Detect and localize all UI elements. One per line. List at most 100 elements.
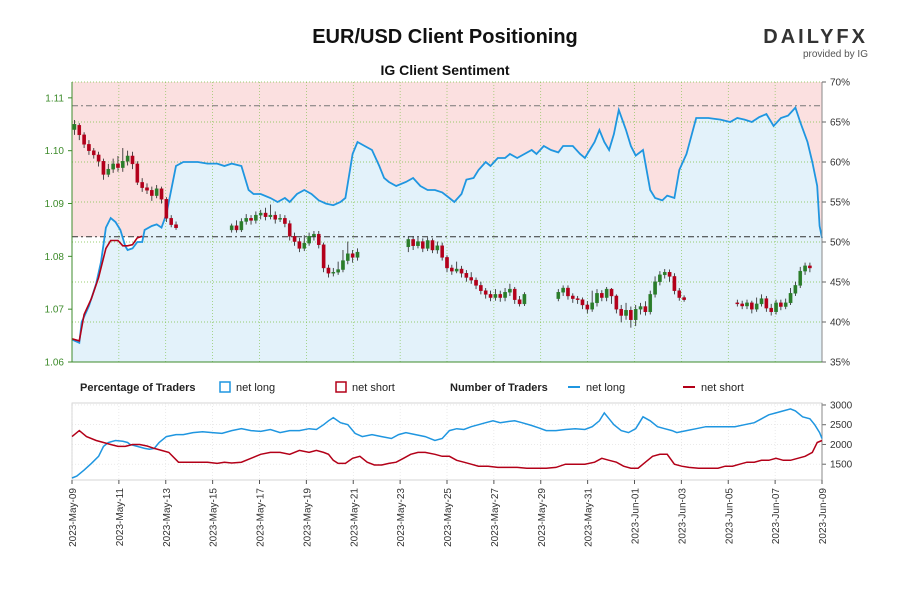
candle-body bbox=[595, 293, 599, 304]
candle-body bbox=[503, 292, 507, 298]
candle-body bbox=[750, 302, 754, 310]
candle-body bbox=[416, 241, 420, 246]
legend-pct-short-swatch bbox=[335, 381, 347, 393]
candle-body bbox=[292, 236, 297, 242]
x-tick-label: 2023-May-17 bbox=[256, 488, 267, 547]
x-tick-label: 2023-May-21 bbox=[349, 488, 360, 547]
candle-body bbox=[440, 245, 444, 258]
lower-right-tick-label: 1500 bbox=[830, 460, 853, 471]
candle-body bbox=[774, 302, 778, 313]
x-tick-label: 2023-May-31 bbox=[584, 488, 595, 547]
candle-body bbox=[479, 285, 483, 291]
candle-body bbox=[759, 298, 764, 305]
candle-body bbox=[522, 294, 527, 305]
right-tick-label: 70% bbox=[830, 78, 850, 89]
lower-panel: 2023-May-09 2023-May-11 2023-May-13 2023-Ma… bbox=[68, 400, 853, 546]
candle-body bbox=[633, 308, 638, 320]
left-tick-label: 1.11 bbox=[45, 93, 64, 104]
candle-body bbox=[459, 268, 464, 274]
candle-body bbox=[244, 218, 248, 222]
chart-title: EUR/USD Client Positioning bbox=[312, 26, 578, 48]
candle-body bbox=[350, 253, 355, 258]
candle-body bbox=[793, 285, 798, 294]
candle-body bbox=[421, 241, 425, 249]
candle-body bbox=[803, 265, 807, 272]
legend-num-long: net long bbox=[586, 382, 625, 394]
candle-body bbox=[87, 144, 91, 151]
x-tick-label: 2023-May-09 bbox=[68, 488, 79, 547]
candle-body bbox=[648, 294, 653, 313]
candle-body bbox=[111, 163, 115, 170]
x-tick-label: 2023-May-23 bbox=[396, 488, 407, 547]
candle-body bbox=[488, 294, 493, 298]
candle-body bbox=[336, 269, 340, 273]
candle-body bbox=[609, 288, 614, 297]
left-tick-label: 1.10 bbox=[45, 146, 65, 157]
candle-body bbox=[512, 288, 517, 300]
candle-body bbox=[130, 155, 135, 165]
x-tick-label: 2023-May-29 bbox=[537, 488, 548, 547]
left-tick-label: 1.09 bbox=[45, 199, 65, 210]
candle-body bbox=[604, 288, 609, 298]
candle-body bbox=[745, 302, 749, 307]
candle-body bbox=[619, 308, 623, 316]
candle-body bbox=[677, 290, 682, 298]
candle-body bbox=[643, 306, 648, 313]
candle-body bbox=[672, 276, 677, 291]
candle-body bbox=[135, 163, 140, 183]
x-tick-label: 2023-Jun-07 bbox=[771, 488, 782, 545]
candle-body bbox=[425, 240, 430, 249]
candle-body bbox=[283, 218, 287, 224]
candle-body bbox=[234, 225, 239, 231]
candle-body bbox=[629, 310, 633, 320]
left-tick-label: 1.08 bbox=[45, 252, 65, 263]
candle-body bbox=[508, 288, 512, 293]
candle-body bbox=[346, 253, 350, 261]
candle-body bbox=[658, 274, 662, 282]
candle-body bbox=[145, 187, 149, 191]
candle-body bbox=[312, 233, 316, 237]
x-tick-label: 2023-Jun-09 bbox=[818, 488, 829, 545]
candle-body bbox=[483, 290, 488, 295]
candle-body bbox=[764, 298, 769, 309]
candle-body bbox=[229, 225, 234, 231]
candle-body bbox=[450, 267, 454, 272]
candle-body bbox=[150, 190, 154, 196]
candle-body bbox=[469, 277, 473, 281]
num-long-line bbox=[71, 408, 823, 479]
lower-right-tick-label: 2500 bbox=[830, 420, 853, 431]
brand-sub: provided by IG bbox=[802, 49, 868, 60]
candle-body bbox=[254, 214, 258, 221]
candle-body bbox=[140, 182, 144, 188]
candle-body bbox=[454, 268, 459, 272]
candle-body bbox=[435, 245, 440, 251]
candle-body bbox=[667, 271, 672, 277]
left-tick-label: 1.07 bbox=[45, 305, 65, 316]
legend-num-title: Number of Traders bbox=[450, 382, 548, 394]
candle-body bbox=[580, 299, 585, 306]
legend-num-short: net short bbox=[701, 382, 744, 394]
right-tick-label: 65% bbox=[830, 118, 850, 129]
legend-pct-short: net short bbox=[352, 382, 395, 394]
candle-body bbox=[783, 302, 788, 307]
candle-body bbox=[585, 304, 590, 310]
x-tick-label: 2023-Jun-03 bbox=[677, 488, 688, 545]
candle-body bbox=[662, 271, 667, 276]
candle-body bbox=[590, 302, 594, 310]
candle-body bbox=[498, 294, 503, 298]
upper-panel: 1.06 1.07 1.08 1.09 1.10 1.11 35% 40% 45% 50% 55% 6… bbox=[45, 78, 851, 369]
lower-right-tick-label: 3000 bbox=[830, 400, 853, 411]
candle-body bbox=[287, 223, 292, 237]
candle-body bbox=[754, 303, 759, 310]
candle-body bbox=[740, 303, 744, 307]
candle-body bbox=[116, 163, 120, 168]
right-tick-label: 60% bbox=[830, 158, 850, 169]
x-tick-label: 2023-May-25 bbox=[443, 488, 454, 547]
candle-body bbox=[355, 251, 360, 258]
candle-body bbox=[406, 239, 411, 248]
x-tick-label: 2023-Jun-05 bbox=[724, 488, 735, 545]
right-tick-label: 45% bbox=[830, 278, 850, 289]
candle-body bbox=[169, 218, 173, 225]
candle-body bbox=[561, 287, 565, 293]
candle-body bbox=[239, 221, 244, 231]
